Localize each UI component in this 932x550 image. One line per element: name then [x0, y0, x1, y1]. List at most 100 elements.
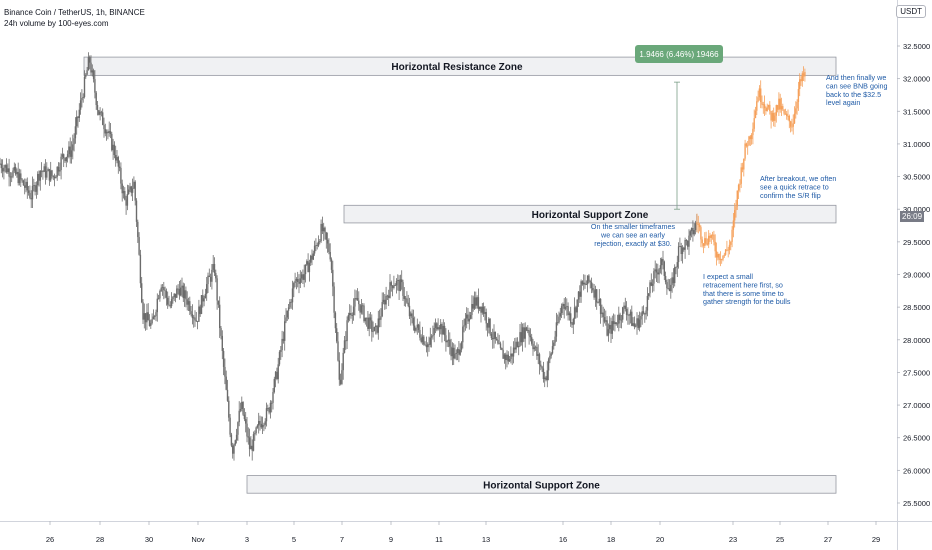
candle-body — [167, 297, 169, 305]
candle-body — [46, 170, 48, 178]
candle-body — [534, 346, 537, 348]
candle-body — [490, 333, 493, 339]
candle-body — [341, 370, 343, 384]
currency-badge[interactable]: USDT — [896, 5, 926, 18]
candle-body — [637, 318, 639, 328]
candle-body — [757, 97, 759, 102]
candle-body — [693, 230, 695, 235]
candle-body — [247, 436, 249, 438]
candle-body — [56, 166, 58, 177]
y-tick-label: 32.5000 — [903, 42, 930, 51]
candle-body — [193, 317, 195, 319]
candle-body — [713, 234, 715, 242]
candle-body — [579, 291, 581, 297]
candle-body — [52, 175, 54, 177]
candle-body — [376, 325, 378, 333]
candle-body — [154, 316, 156, 317]
candle-body — [113, 144, 116, 156]
candle-body — [493, 331, 495, 340]
candle-body — [30, 197, 32, 200]
candle-body — [178, 288, 181, 296]
candle-body — [750, 135, 753, 140]
annotation-line: gather strength for the bulls — [703, 297, 791, 306]
candle-body — [165, 290, 168, 298]
y-tick-label: 31.0000 — [903, 140, 930, 149]
candle-body — [650, 282, 652, 286]
projection-layer — [696, 66, 806, 267]
candle-body — [94, 79, 96, 93]
candle-body — [731, 229, 733, 242]
candle-body — [592, 288, 594, 291]
candle-body — [25, 181, 27, 188]
candle-body — [580, 281, 582, 297]
candle-body — [248, 437, 251, 450]
candle-body — [670, 284, 672, 292]
candle-body — [375, 325, 377, 327]
candle-body — [583, 282, 585, 285]
candle-body — [59, 170, 61, 172]
candle-body — [573, 307, 576, 319]
candle-body — [438, 327, 441, 330]
candle-body — [65, 157, 67, 162]
candle-body — [512, 347, 515, 357]
candle-body — [609, 324, 611, 330]
candle-body — [126, 194, 129, 206]
candle-body — [480, 306, 482, 313]
candle-body — [710, 235, 712, 238]
candle-body — [689, 231, 691, 236]
candle-body — [516, 341, 519, 348]
x-tick-label: 23 — [729, 535, 737, 544]
candle-body — [645, 310, 647, 315]
candle-body — [109, 131, 112, 135]
x-tick-label: 18 — [607, 535, 615, 544]
candle-body — [623, 305, 625, 308]
annotation-line: that there is some time to — [703, 289, 784, 298]
candle-body — [98, 110, 100, 115]
candle-body — [633, 323, 636, 327]
candle-body — [681, 247, 684, 255]
price-axis[interactable]: 32.5000 32.0000 31.5000 31.0000 30.5000 30.00… — [897, 42, 930, 508]
candle-body — [428, 344, 430, 346]
candle-body — [581, 281, 584, 285]
candle-body — [329, 252, 331, 260]
candle-body — [128, 189, 130, 195]
candle-body — [73, 138, 75, 145]
candle-body — [456, 349, 459, 353]
candle-body — [676, 262, 678, 268]
candle-body — [620, 319, 623, 321]
candle-body — [711, 234, 714, 236]
candle-body — [51, 170, 53, 176]
y-tick-label: 30.0000 — [903, 205, 930, 214]
last-price-tag: 26:09 — [900, 211, 925, 222]
candle-body — [215, 273, 217, 279]
candle-body — [147, 312, 149, 321]
candle-body — [685, 239, 688, 241]
x-tick-label: 28 — [96, 535, 104, 544]
candle-body — [501, 348, 503, 350]
candle-body — [432, 335, 434, 337]
candle-body — [584, 282, 586, 285]
candle-body — [701, 239, 703, 244]
candle-body — [618, 314, 620, 324]
candle-body — [372, 331, 374, 332]
candle-body — [800, 79, 802, 82]
x-tick-label: 13 — [482, 535, 490, 544]
candle-body — [246, 423, 248, 437]
candle-body — [170, 299, 173, 307]
candle-body — [619, 314, 621, 321]
candle-body — [542, 368, 545, 380]
candle-body — [538, 354, 541, 365]
candle-body — [586, 275, 589, 285]
candle-body — [112, 144, 114, 151]
candle-body — [185, 290, 187, 300]
candle-body — [440, 324, 442, 330]
candle-body — [421, 336, 424, 342]
candle-body — [761, 102, 763, 105]
measure-label-box — [635, 45, 723, 63]
candle-body — [589, 281, 591, 283]
candle-body — [120, 167, 122, 184]
candle-body — [85, 74, 87, 77]
candle-body — [607, 329, 610, 336]
time-axis[interactable]: 26 28 30 Nov 3 5 7 9 11 13 16 18 20 23 25 27 29 — [46, 521, 880, 544]
